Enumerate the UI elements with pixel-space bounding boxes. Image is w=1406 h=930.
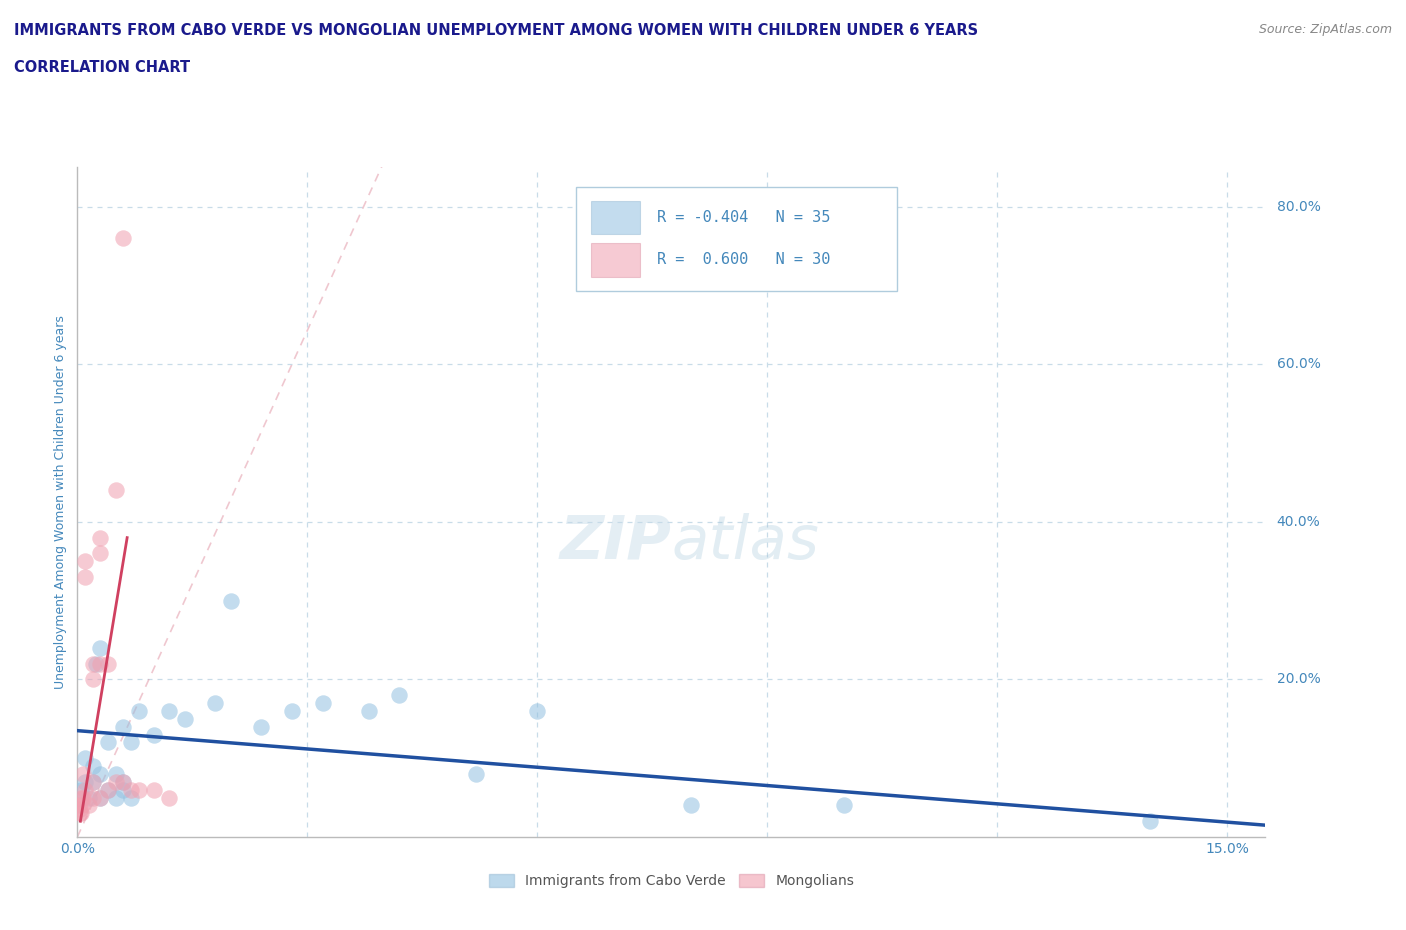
Point (77, 798, 100, 813)
Point (120, 735, 142, 750)
Point (526, 703, 548, 718)
Point (73, 569, 96, 584)
Point (73, 751, 96, 765)
Point (89, 657, 111, 671)
Point (1139, 814, 1161, 829)
Point (112, 231, 135, 246)
Text: R =  0.600   N = 30: R = 0.600 N = 30 (657, 252, 831, 267)
Point (464, 766, 486, 781)
Point (82, 775, 104, 790)
Text: CORRELATION CHART: CORRELATION CHART (14, 60, 190, 75)
Point (97, 657, 120, 671)
Point (89, 790, 111, 805)
Text: 60.0%: 60.0% (1277, 357, 1320, 371)
Point (67, 798, 90, 813)
Y-axis label: Unemployment Among Women with Children Under 6 years: Unemployment Among Women with Children U… (53, 315, 67, 689)
Point (69, 802, 91, 817)
Point (70, 790, 93, 805)
Point (104, 775, 127, 790)
FancyBboxPatch shape (576, 188, 897, 291)
Point (89, 641, 111, 656)
Point (82, 657, 104, 671)
Text: ZIP: ZIP (560, 512, 672, 572)
Point (89, 790, 111, 805)
Text: 20.0%: 20.0% (1277, 672, 1320, 686)
Point (82, 790, 104, 805)
Point (104, 766, 127, 781)
Point (388, 688, 411, 703)
Point (72, 766, 94, 781)
Bar (591, 243, 641, 276)
Point (128, 782, 150, 797)
Point (157, 703, 180, 718)
Point (97, 782, 120, 797)
Point (173, 711, 195, 726)
Point (128, 703, 150, 718)
Point (69, 806, 91, 821)
Point (89, 546, 111, 561)
Point (143, 782, 166, 797)
Point (77, 790, 100, 805)
Point (204, 696, 226, 711)
Point (70, 798, 93, 813)
Point (82, 759, 104, 774)
Point (143, 727, 166, 742)
Point (104, 790, 127, 805)
Point (72, 790, 94, 805)
Point (832, 798, 855, 813)
Text: IMMIGRANTS FROM CABO VERDE VS MONGOLIAN UNEMPLOYMENT AMONG WOMEN WITH CHILDREN U: IMMIGRANTS FROM CABO VERDE VS MONGOLIAN … (14, 23, 979, 38)
Legend: Immigrants from Cabo Verde, Mongolians: Immigrants from Cabo Verde, Mongolians (484, 869, 859, 894)
Point (157, 790, 180, 805)
Point (112, 782, 135, 797)
Point (86, 657, 108, 671)
Point (89, 766, 111, 781)
Point (89, 530, 111, 545)
Bar (591, 201, 641, 234)
Text: R = -0.404   N = 35: R = -0.404 N = 35 (657, 210, 831, 225)
Point (73, 554, 96, 569)
Point (104, 483, 127, 498)
Point (112, 775, 135, 790)
Point (679, 798, 702, 813)
Point (281, 703, 304, 718)
Point (73, 782, 96, 797)
Point (120, 790, 142, 805)
Point (357, 703, 380, 718)
Point (120, 782, 142, 797)
Text: 40.0%: 40.0% (1277, 515, 1320, 529)
Point (219, 593, 242, 608)
Point (97, 782, 120, 797)
Point (82, 672, 104, 687)
Point (70, 782, 93, 797)
Point (73, 775, 96, 790)
Text: Source: ZipAtlas.com: Source: ZipAtlas.com (1258, 23, 1392, 36)
Point (112, 775, 135, 790)
Text: 80.0%: 80.0% (1277, 200, 1320, 214)
Point (250, 719, 273, 734)
Point (70, 806, 93, 821)
Text: atlas: atlas (672, 512, 820, 572)
Point (311, 696, 333, 711)
Point (97, 735, 120, 750)
Point (82, 775, 104, 790)
Point (112, 719, 135, 734)
